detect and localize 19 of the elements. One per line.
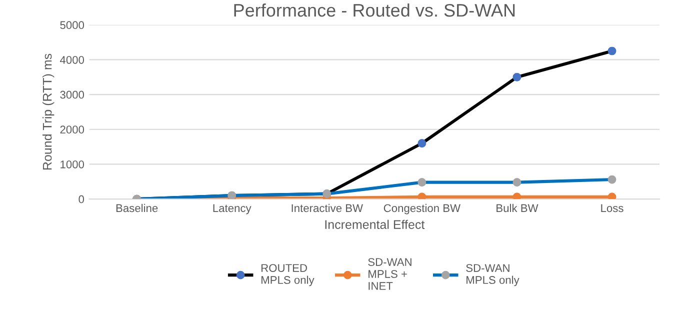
- legend-label: SD-WAN MPLS + INET: [368, 258, 412, 290]
- x-tick-label: Congestion BW: [384, 204, 460, 214]
- y-tick-label: 1000: [60, 160, 84, 168]
- y-tick-label: 0: [78, 195, 84, 204]
- legend-label: SD-WAN MPLS only: [466, 264, 520, 286]
- x-tick-label: Bulk BW: [496, 204, 538, 212]
- y-tick-label: 2000: [60, 126, 84, 134]
- y-tick-label: 4000: [60, 56, 84, 64]
- chart-title: Performance - Routed vs. SD-WAN: [234, 3, 515, 17]
- y-tick-label: 5000: [60, 21, 84, 30]
- point: [608, 192, 616, 200]
- x-tick-label: Interactive BW: [292, 204, 363, 212]
- y-axis-title: Round Trip (RTT) ms: [42, 54, 54, 170]
- x-axis-title: Incremental Effect: [325, 220, 425, 229]
- x-tick-label: Latency: [213, 204, 252, 214]
- y-tick-label: 3000: [60, 90, 84, 99]
- x-tick-label: Loss: [601, 204, 624, 212]
- legend-label: ROUTED MPLS only: [262, 264, 314, 286]
- x-tick-label: Baseline: [116, 204, 158, 212]
